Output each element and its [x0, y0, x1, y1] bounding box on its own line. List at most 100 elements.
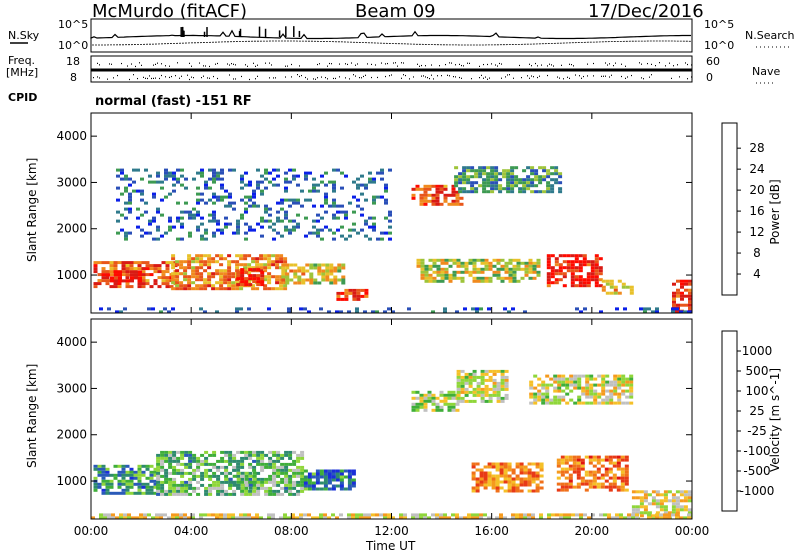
echo-cell — [419, 393, 424, 397]
echo-cell — [319, 469, 324, 473]
echo-cell — [372, 195, 376, 199]
echo-cell — [267, 257, 272, 261]
echo-cell — [663, 499, 668, 503]
echo-cell — [239, 513, 243, 517]
echo-cell — [133, 267, 138, 271]
echo-cell — [533, 392, 538, 396]
echo-cell — [494, 172, 499, 176]
echo-cell — [420, 276, 425, 280]
echo-cell — [566, 269, 571, 273]
echo-cell — [160, 459, 165, 463]
echo-cell — [532, 267, 537, 271]
echo-cell — [625, 380, 630, 384]
echo-cell — [113, 476, 118, 480]
echo-cell — [476, 387, 481, 391]
echo-cell — [530, 190, 535, 194]
echo-cell — [256, 274, 261, 278]
echo-cell — [688, 297, 692, 301]
echo-cell — [605, 380, 610, 384]
echo-cell — [236, 271, 241, 275]
nave-dot — [161, 74, 162, 77]
echo-cell — [188, 213, 192, 217]
echo-cell — [121, 270, 126, 274]
echo-cell — [356, 183, 360, 187]
echo-cell — [620, 488, 625, 492]
echo-cell — [523, 477, 528, 481]
nave-dot — [155, 77, 156, 79]
echo-cell — [216, 480, 221, 484]
echo-cell — [200, 483, 205, 487]
nave-dot — [269, 77, 270, 79]
echo-cell — [172, 450, 177, 454]
echo-cell — [582, 281, 587, 285]
echo-cell — [267, 281, 272, 285]
echo-cell — [145, 267, 150, 271]
echo-cell — [601, 285, 606, 289]
echo-cell — [589, 395, 594, 399]
nave-dot — [291, 63, 292, 66]
echo-cell — [152, 219, 156, 223]
echo-cell — [542, 178, 547, 182]
nave-dot — [97, 62, 98, 64]
nsky-trace — [90, 26, 692, 46]
echo-cell — [439, 399, 444, 403]
echo-cell — [672, 297, 676, 301]
echo-cell — [203, 263, 208, 267]
echo-cell — [487, 462, 492, 466]
echo-cell — [627, 516, 631, 519]
echo-cell — [468, 372, 473, 376]
nave-dot — [691, 76, 692, 78]
echo-cell — [625, 395, 630, 399]
echo-cell — [275, 278, 280, 282]
echo-cell — [272, 483, 277, 487]
echo-cell — [284, 210, 288, 214]
echo-cell — [486, 172, 491, 176]
echo-cell — [99, 516, 103, 519]
nave-dot — [247, 65, 248, 67]
echo-cell — [165, 261, 170, 265]
echo-cell — [613, 285, 618, 289]
echo-cell — [537, 395, 542, 399]
echo-cell — [272, 465, 277, 469]
echo-cell — [212, 216, 216, 220]
echo-cell — [680, 279, 684, 283]
echo-cell — [470, 187, 475, 191]
echo-cell — [219, 272, 224, 276]
echo-cell — [219, 278, 224, 282]
echo-cell — [328, 180, 332, 184]
echo-cell — [688, 282, 692, 286]
echo-cell — [101, 470, 106, 474]
echo-cell — [324, 201, 328, 205]
echo-cell — [252, 483, 257, 487]
echo-cell — [117, 282, 122, 286]
echo-cell — [335, 469, 340, 473]
nave-dot — [257, 75, 258, 77]
echo-cell — [558, 266, 563, 270]
echo-cell — [568, 479, 573, 483]
echo-cell — [191, 287, 196, 291]
echo-cell — [427, 199, 432, 203]
echo-cell — [292, 219, 296, 223]
echo-cell — [348, 291, 353, 295]
echo-cell — [204, 186, 208, 190]
echo-cell — [140, 213, 144, 217]
echo-cell — [594, 266, 599, 270]
echo-cell — [212, 471, 217, 475]
echo-cell — [292, 225, 296, 229]
echo-cell — [684, 294, 688, 298]
echo-cell — [208, 453, 213, 457]
echo-cell — [619, 513, 623, 517]
echo-cell — [364, 291, 369, 295]
echo-cell — [460, 390, 465, 394]
echo-cell — [307, 513, 311, 517]
echo-cell — [455, 196, 460, 200]
echo-cell — [280, 207, 284, 211]
echo-cell — [541, 401, 546, 405]
echo-cell — [391, 310, 395, 313]
echo-cell — [582, 263, 587, 267]
echo-cell — [285, 275, 290, 279]
nave-dot — [287, 65, 288, 67]
echo-cell — [579, 310, 583, 313]
echo-cell — [236, 468, 241, 472]
echo-cell — [215, 260, 220, 264]
